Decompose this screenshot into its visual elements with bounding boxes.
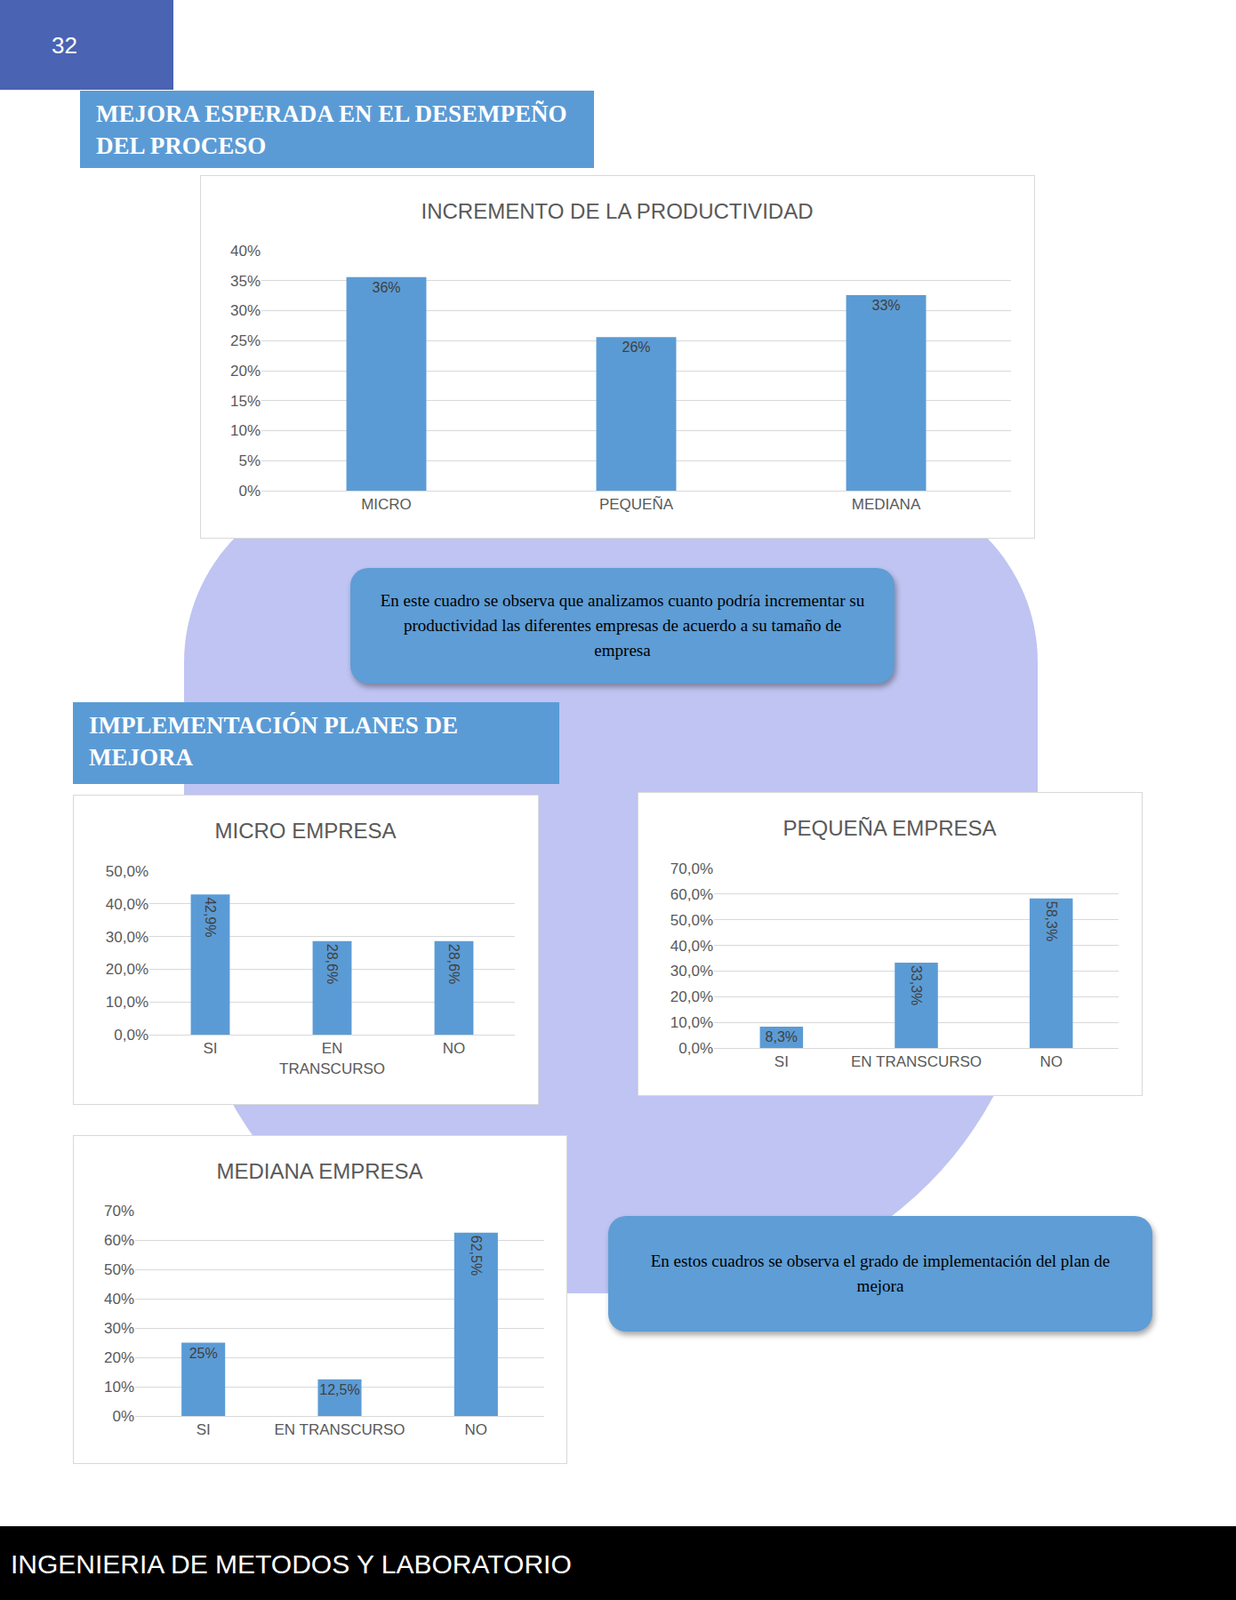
svg-text:50,0%: 50,0% (670, 912, 714, 930)
svg-text:SI: SI (202, 1040, 217, 1058)
svg-text:EN TRANSCURSO: EN TRANSCURSO (850, 1053, 982, 1071)
svg-text:5%: 5% (238, 452, 261, 470)
svg-text:EN TRANSCURSO: EN TRANSCURSO (273, 1421, 405, 1439)
svg-text:60,0%: 60,0% (670, 886, 714, 904)
svg-text:NO: NO (1039, 1053, 1063, 1071)
svg-text:28,6%: 28,6% (446, 944, 462, 985)
svg-text:33,3%: 33,3% (908, 965, 924, 1006)
svg-text:30%: 30% (230, 302, 261, 320)
svg-text:12,5%: 12,5% (319, 1382, 360, 1398)
svg-text:40%: 40% (104, 1291, 135, 1309)
svg-text:26%: 26% (621, 339, 651, 355)
svg-text:30,0%: 30,0% (105, 929, 149, 947)
html-text:MEJORA ESPERADA EN EL DESEMPEÑ: MEJORA ESPERADA EN EL DESEMPEÑO DEL PROC… (96, 100, 567, 160)
svg-text:40,0%: 40,0% (105, 896, 149, 914)
svg-text:20,0%: 20,0% (105, 961, 149, 979)
html-text:En este cuadro se observa que: En este cuadro se observa que analizamos… (380, 591, 865, 660)
svg-text:70,0%: 70,0% (670, 860, 714, 878)
svg-text:10%: 10% (104, 1379, 135, 1397)
svg-text:8,3%: 8,3% (765, 1029, 798, 1045)
svg-text:25%: 25% (189, 1346, 218, 1362)
svg-text:ENTRANSCURSO: ENTRANSCURSO (279, 1040, 386, 1077)
svg-text:0,0%: 0,0% (678, 1040, 714, 1058)
svg-text:33%: 33% (871, 297, 900, 314)
html-text:INGENIERIA DE METODOS Y LABORA: INGENIERIA DE METODOS Y LABORATORIO (10, 1549, 572, 1580)
svg-text:30,0%: 30,0% (670, 963, 714, 980)
svg-text:0%: 0% (238, 482, 261, 500)
html-text:32: 32 (51, 32, 78, 59)
svg-text:20%: 20% (230, 362, 261, 380)
svg-text:MICRO EMPRESA: MICRO EMPRESA (214, 818, 396, 843)
svg-text:MEDIANA EMPRESA: MEDIANA EMPRESA (216, 1159, 423, 1184)
html-text:En estos cuadros se observa el: En estos cuadros se observa el grado de … (650, 1252, 1110, 1296)
svg-text:70%: 70% (104, 1203, 135, 1220)
svg-text:NO: NO (442, 1040, 466, 1058)
svg-text:50%: 50% (104, 1261, 135, 1279)
svg-text:35%: 35% (230, 272, 261, 290)
svg-text:0%: 0% (112, 1408, 135, 1426)
svg-text:PEQUEÑA EMPRESA: PEQUEÑA EMPRESA (782, 816, 996, 841)
svg-text:0,0%: 0,0% (113, 1027, 149, 1044)
svg-text:40%: 40% (230, 242, 261, 260)
html-text:IMPLEMENTACIÓN PLANES DE MEJOR: IMPLEMENTACIÓN PLANES DE MEJORA (88, 712, 458, 771)
svg-text:25%: 25% (230, 332, 261, 350)
svg-text:PEQUEÑA: PEQUEÑA (599, 496, 675, 514)
svg-text:20,0%: 20,0% (670, 988, 714, 1006)
svg-text:62,5%: 62,5% (468, 1236, 484, 1277)
svg-text:20%: 20% (104, 1349, 135, 1367)
svg-text:10,0%: 10,0% (670, 1014, 714, 1032)
svg-text:15%: 15% (230, 393, 261, 410)
svg-text:58,3%: 58,3% (1043, 901, 1060, 942)
svg-text:50,0%: 50,0% (105, 863, 149, 881)
svg-text:60%: 60% (104, 1232, 135, 1250)
svg-text:SI: SI (774, 1053, 789, 1071)
svg-text:40,0%: 40,0% (670, 938, 714, 956)
svg-text:28,6%: 28,6% (324, 944, 340, 985)
svg-text:10%: 10% (230, 422, 261, 440)
svg-text:36%: 36% (371, 280, 401, 296)
svg-text:MICRO: MICRO (361, 496, 412, 514)
svg-text:MEDIANA: MEDIANA (851, 496, 922, 514)
svg-text:42,9%: 42,9% (202, 897, 218, 938)
svg-text:SI: SI (196, 1421, 211, 1439)
svg-text:NO: NO (465, 1421, 489, 1439)
svg-text:30%: 30% (104, 1320, 135, 1338)
svg-text:10,0%: 10,0% (105, 994, 149, 1012)
svg-text:INCREMENTO DE LA PRODUCTIVIDAD: INCREMENTO DE LA PRODUCTIVIDAD (421, 199, 814, 224)
